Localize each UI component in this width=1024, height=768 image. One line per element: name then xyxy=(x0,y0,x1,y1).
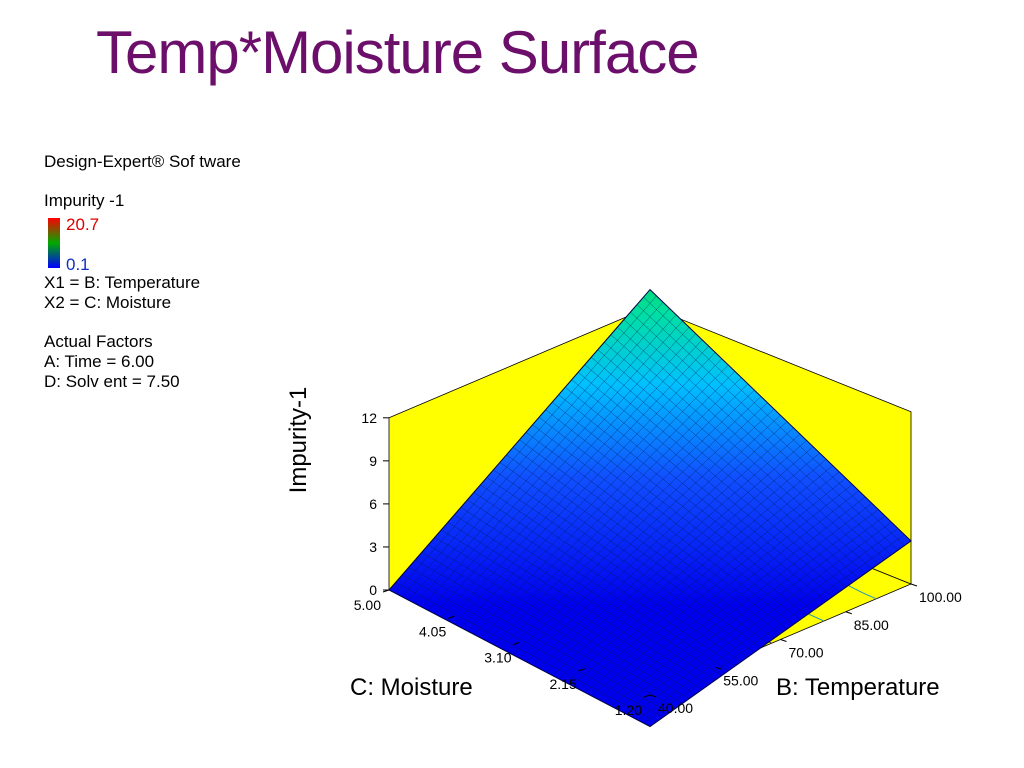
surface-mesh-line xyxy=(545,409,807,616)
z-tick-label: 9 xyxy=(369,453,377,469)
moisture-tick-label: 1.20 xyxy=(615,702,642,718)
surface-mesh-line xyxy=(604,341,866,574)
z-tick-label: 12 xyxy=(361,410,377,426)
color-scale-max: 20.7 xyxy=(66,215,100,234)
surface-mesh-line xyxy=(414,314,677,604)
surface-mesh-line xyxy=(480,377,742,638)
x2-label: X2 = C: Moisture xyxy=(44,293,172,312)
temperature-tick-label: 40.00 xyxy=(658,700,693,716)
surface-mesh-line xyxy=(597,349,859,579)
surface-mesh-line xyxy=(584,364,846,588)
surface-mesh-line xyxy=(532,424,794,625)
surface-mesh-line xyxy=(623,319,886,560)
temperature-tick xyxy=(715,666,722,670)
surface-mesh-line xyxy=(408,308,670,601)
surface-mesh-line xyxy=(441,339,703,618)
moisture-tick xyxy=(448,615,455,619)
surface-mesh-line xyxy=(636,304,899,551)
moisture-tick xyxy=(382,589,390,593)
temperature-tick-label: 85.00 xyxy=(854,617,889,633)
actual-factors-heading: Actual Factors xyxy=(44,332,153,351)
surface-mesh-line xyxy=(467,364,729,632)
temperature-tick xyxy=(845,611,852,615)
surface-mesh-line xyxy=(454,352,716,625)
temperature-tick xyxy=(649,694,657,698)
surface-mesh-line xyxy=(401,301,664,597)
x1-label: X1 = B: Temperature xyxy=(44,273,201,292)
temperature-tick-label: 70.00 xyxy=(789,645,824,661)
moisture-tick-label: 2.15 xyxy=(550,676,577,692)
surface-mesh-line xyxy=(643,296,905,546)
z-tick-label: 6 xyxy=(369,496,377,512)
temperature-tick-label: 55.00 xyxy=(723,672,758,688)
surface-mesh-line xyxy=(591,356,853,583)
surface-mesh-line xyxy=(617,326,879,565)
surface-mesh-line xyxy=(499,396,762,649)
surface-mesh-line xyxy=(512,408,775,656)
surface-mesh-line xyxy=(538,417,801,621)
surface-mesh-line xyxy=(630,311,892,556)
response-label: Impurity -1 xyxy=(44,191,125,210)
surface-mesh-line xyxy=(486,383,749,642)
surface-mesh-line xyxy=(610,334,873,569)
moisture-tick xyxy=(643,694,651,698)
temperature-tick-label: 100.00 xyxy=(919,589,962,605)
surface-mesh-line xyxy=(578,372,840,593)
color-scale-min: 0.1 xyxy=(66,255,90,274)
temperature-tick xyxy=(780,639,787,642)
slide-title: Temp*Moisture Surface xyxy=(96,19,700,86)
surface-mesh-line xyxy=(395,295,657,594)
moisture-tick-label: 5.00 xyxy=(354,597,381,613)
surface-mesh-line xyxy=(519,415,781,659)
response-surface xyxy=(388,288,912,728)
surface-mesh-line xyxy=(434,333,696,615)
surface-mesh-line xyxy=(421,320,683,608)
surface-mesh-line xyxy=(565,387,827,602)
surface-mesh-line xyxy=(427,327,690,611)
moisture-tick xyxy=(578,668,585,672)
surface-mesh-line xyxy=(506,402,768,652)
surface-mesh-line xyxy=(473,371,736,635)
y-axis-label: C: Moisture xyxy=(350,674,473,701)
plot-legend: Design-Expert® Sof tware Impurity -1 X1 … xyxy=(44,152,241,392)
surface-mesh-line xyxy=(447,345,709,621)
software-label: Design-Expert® Sof tware xyxy=(44,152,241,171)
surface-mesh-line xyxy=(493,389,755,645)
temperature-tick xyxy=(910,583,918,587)
surface-mesh-line xyxy=(571,379,833,597)
x-axis-label: B: Temperature xyxy=(776,674,940,701)
moisture-tick-label: 4.05 xyxy=(419,623,446,639)
factor-d-label: D: Solv ent = 7.50 xyxy=(44,372,180,391)
factor-a-label: A: Time = 6.00 xyxy=(44,352,155,371)
z-axis-label: Impurity-1 xyxy=(285,387,312,494)
z-tick-label: 3 xyxy=(369,539,377,555)
surface-mesh-line xyxy=(525,432,788,630)
z-tick-label: 0 xyxy=(369,582,377,598)
surface-mesh-line xyxy=(558,394,820,607)
moisture-tick-label: 3.10 xyxy=(484,650,511,666)
surface-mesh-line xyxy=(460,358,722,628)
surface-mesh-line xyxy=(551,402,814,611)
moisture-tick xyxy=(513,642,520,645)
color-scale-bar xyxy=(48,218,60,268)
